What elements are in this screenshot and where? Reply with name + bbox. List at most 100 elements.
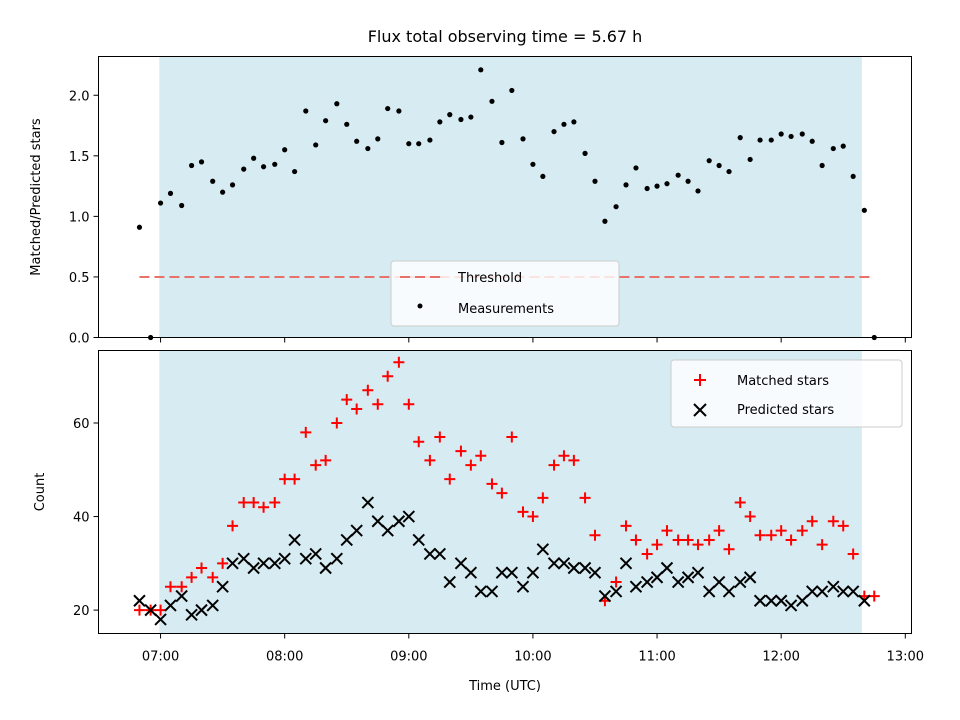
matched-star-point [610, 576, 622, 588]
predicted-star-point [619, 557, 633, 570]
matched-star-point [527, 511, 539, 523]
measurement-point [613, 204, 619, 210]
predicted-star-point [774, 594, 788, 607]
matched-star-point [672, 534, 684, 546]
top-y-axis-label: Matched/Predicted stars [29, 118, 44, 276]
predicted-star-point [319, 561, 332, 575]
top-legend-box [390, 260, 620, 327]
bottom-x-tick-label: 13:00 [887, 650, 924, 665]
bottom-x-tick-label: 11:00 [638, 650, 675, 665]
matched-star-point [403, 398, 415, 410]
predicted-star-point [195, 603, 208, 617]
predicted-star-point [454, 557, 468, 570]
matched-star-point [796, 525, 808, 537]
predicted-star-point [588, 566, 602, 579]
matched-star-point [176, 581, 188, 593]
measurement-point [582, 150, 588, 156]
measurement-point [437, 119, 443, 125]
measurement-point [809, 138, 815, 144]
matched-star-point [279, 473, 291, 485]
measurement-point [188, 162, 195, 169]
predicted-star-point [381, 524, 394, 537]
measurement-point [241, 166, 247, 172]
matched-star-point [682, 534, 694, 546]
measurement-point [654, 183, 660, 189]
top-legend: Threshold Measurements [390, 260, 620, 327]
measurement-point [354, 138, 360, 144]
measurement-point [220, 189, 226, 195]
predicted-star-point [350, 524, 363, 537]
measurement-point [365, 145, 371, 152]
predicted-star-point [392, 515, 406, 528]
predicted-star-point [464, 566, 478, 579]
measurement-point [344, 121, 350, 127]
measurement-point [167, 190, 174, 196]
measurement-point [685, 178, 691, 184]
measurement-point [540, 173, 546, 180]
measurement-point [385, 105, 391, 112]
predicted-star-point [712, 575, 726, 589]
legend-predicted-label: Predicted stars [737, 403, 834, 418]
measurement-point [788, 133, 794, 140]
matched-star-point [568, 454, 580, 466]
matched-star-point [248, 497, 260, 509]
measurement-point [737, 135, 743, 141]
top-plot-title: Flux total observing time = 5.67 h [368, 27, 643, 46]
matched-star-point [196, 562, 208, 574]
measurement-point [292, 168, 298, 175]
matched-star-point [537, 492, 549, 504]
measurement-point [757, 137, 763, 143]
predicted-star-point [485, 585, 499, 598]
measurement-point [799, 131, 805, 137]
matched-star-point [227, 520, 239, 532]
matched-star-point [269, 497, 281, 509]
matched-star-point [289, 473, 301, 485]
predicted-star-point [815, 585, 829, 598]
predicted-star-point [443, 575, 456, 589]
matched-star-point [827, 515, 839, 527]
measurement-point [830, 145, 836, 152]
measurement-point [778, 131, 784, 137]
measurement-point [716, 162, 722, 169]
predicted-star-point [650, 571, 664, 584]
matched-star-point [506, 431, 518, 443]
matched-star-point [133, 604, 145, 616]
predicted-star-point [846, 585, 860, 598]
predicted-star-point [309, 547, 322, 561]
predicted-star-point [671, 575, 685, 589]
predicted-star-point [784, 599, 798, 612]
matched-star-point [207, 571, 219, 583]
measurement-point [313, 142, 319, 148]
predicted-star-point [185, 608, 198, 621]
measurement-point [229, 182, 236, 188]
predicted-star-point [402, 510, 416, 523]
legend-predicted-swatch [693, 403, 707, 417]
matched-star-point [310, 459, 322, 471]
predicted-star-point [557, 557, 571, 570]
bottom-y-tick-label: 40 [73, 511, 90, 526]
predicted-star-point [629, 580, 643, 593]
measurement-point [520, 136, 526, 142]
predicted-star-point [505, 566, 519, 579]
top-y-tick-label: 0.0 [69, 332, 90, 347]
predicted-star-point [691, 566, 705, 579]
matched-star-point [320, 454, 332, 466]
bottom-plot: 20 40 60 07:00 08:00 09:00 10:00 11:00 12:00 13:… [33, 350, 924, 694]
matched-star-point [413, 436, 425, 448]
measurement-point [136, 224, 143, 230]
predicted-star-point [640, 575, 654, 589]
matched-star-point [734, 497, 746, 509]
predicted-star-point [278, 552, 291, 565]
predicted-star-point [536, 543, 550, 556]
matched-star-point [847, 548, 859, 560]
legend-matched-label: Matched stars [737, 374, 829, 389]
measurement-point [272, 161, 278, 167]
predicted-star-point [133, 594, 146, 607]
matched-star-point [775, 525, 787, 537]
measurement-point [695, 188, 701, 194]
predicted-star-point [154, 613, 167, 626]
top-y-tick-label: 2.0 [69, 89, 90, 104]
predicted-star-point [660, 561, 674, 575]
measurement-point [561, 121, 567, 127]
legend-matched-swatch [694, 374, 706, 386]
